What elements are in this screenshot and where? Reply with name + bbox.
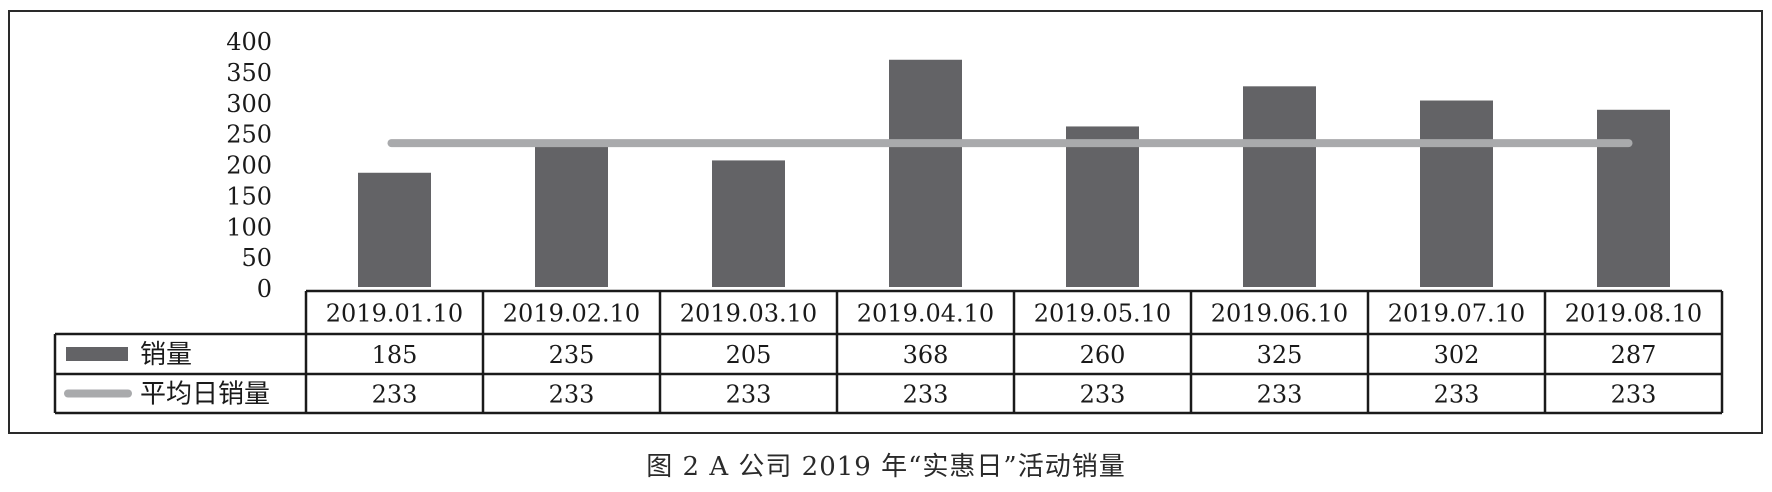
category-label: 2019.04.10: [857, 300, 994, 328]
y-tick-label: 50: [241, 244, 272, 272]
category-label: 2019.08.10: [1565, 300, 1702, 328]
category-label: 2019.06.10: [1211, 300, 1348, 328]
sales-value: 185: [372, 341, 418, 369]
sales-value: 260: [1080, 341, 1126, 369]
y-tick-label: 350: [226, 59, 272, 87]
bar-2019.07.10: [1420, 100, 1493, 287]
figure-caption: 图 2 A 公司 2019 年“实惠日”活动销量: [646, 452, 1126, 482]
category-label: 2019.05.10: [1034, 300, 1171, 328]
category-label: 2019.03.10: [680, 300, 817, 328]
category-label: 2019.07.10: [1388, 300, 1525, 328]
bar-2019.05.10: [1066, 126, 1139, 287]
bar-2019.04.10: [889, 59, 962, 288]
y-tick-label: 0: [257, 275, 272, 303]
bar-2019.02.10: [535, 141, 608, 287]
sales-value: 235: [549, 341, 595, 369]
y-tick-label: 300: [226, 90, 272, 118]
category-label: 2019.02.10: [503, 300, 640, 328]
bars-layer: [358, 59, 1670, 288]
average-value: 233: [372, 381, 418, 409]
y-tick-label: 400: [226, 28, 272, 56]
average-value: 233: [903, 381, 949, 409]
data-table: 2019.01.10 185 233 2019.02.10 235 233 2019.03.…: [53, 289, 1724, 415]
sales-value: 325: [1257, 341, 1303, 369]
average-value: 233: [726, 381, 772, 409]
legend-label-average: 平均日销量: [140, 380, 270, 410]
average-value: 233: [1611, 381, 1657, 409]
bar-2019.08.10: [1597, 109, 1670, 287]
y-tick-label: 250: [226, 121, 272, 149]
chart-frame: [8, 10, 1763, 434]
average-value: 233: [549, 381, 595, 409]
sales-value: 302: [1434, 341, 1480, 369]
y-tick-label: 200: [226, 152, 272, 180]
sales-value: 205: [726, 341, 772, 369]
y-tick-label: 100: [226, 213, 272, 241]
sales-value: 287: [1611, 341, 1657, 369]
category-label: 2019.01.10: [326, 300, 463, 328]
average-value: 233: [1257, 381, 1303, 409]
bar-2019.06.10: [1243, 86, 1316, 287]
bar-2019.01.10: [358, 172, 431, 287]
bar-2019.03.10: [712, 160, 785, 287]
average-value: 233: [1434, 381, 1480, 409]
y-tick-label: 150: [226, 182, 272, 210]
legend-label-sales: 销量: [140, 340, 192, 370]
legend-bar-swatch: [66, 347, 128, 361]
average-value: 233: [1080, 381, 1126, 409]
sales-value: 368: [903, 341, 949, 369]
